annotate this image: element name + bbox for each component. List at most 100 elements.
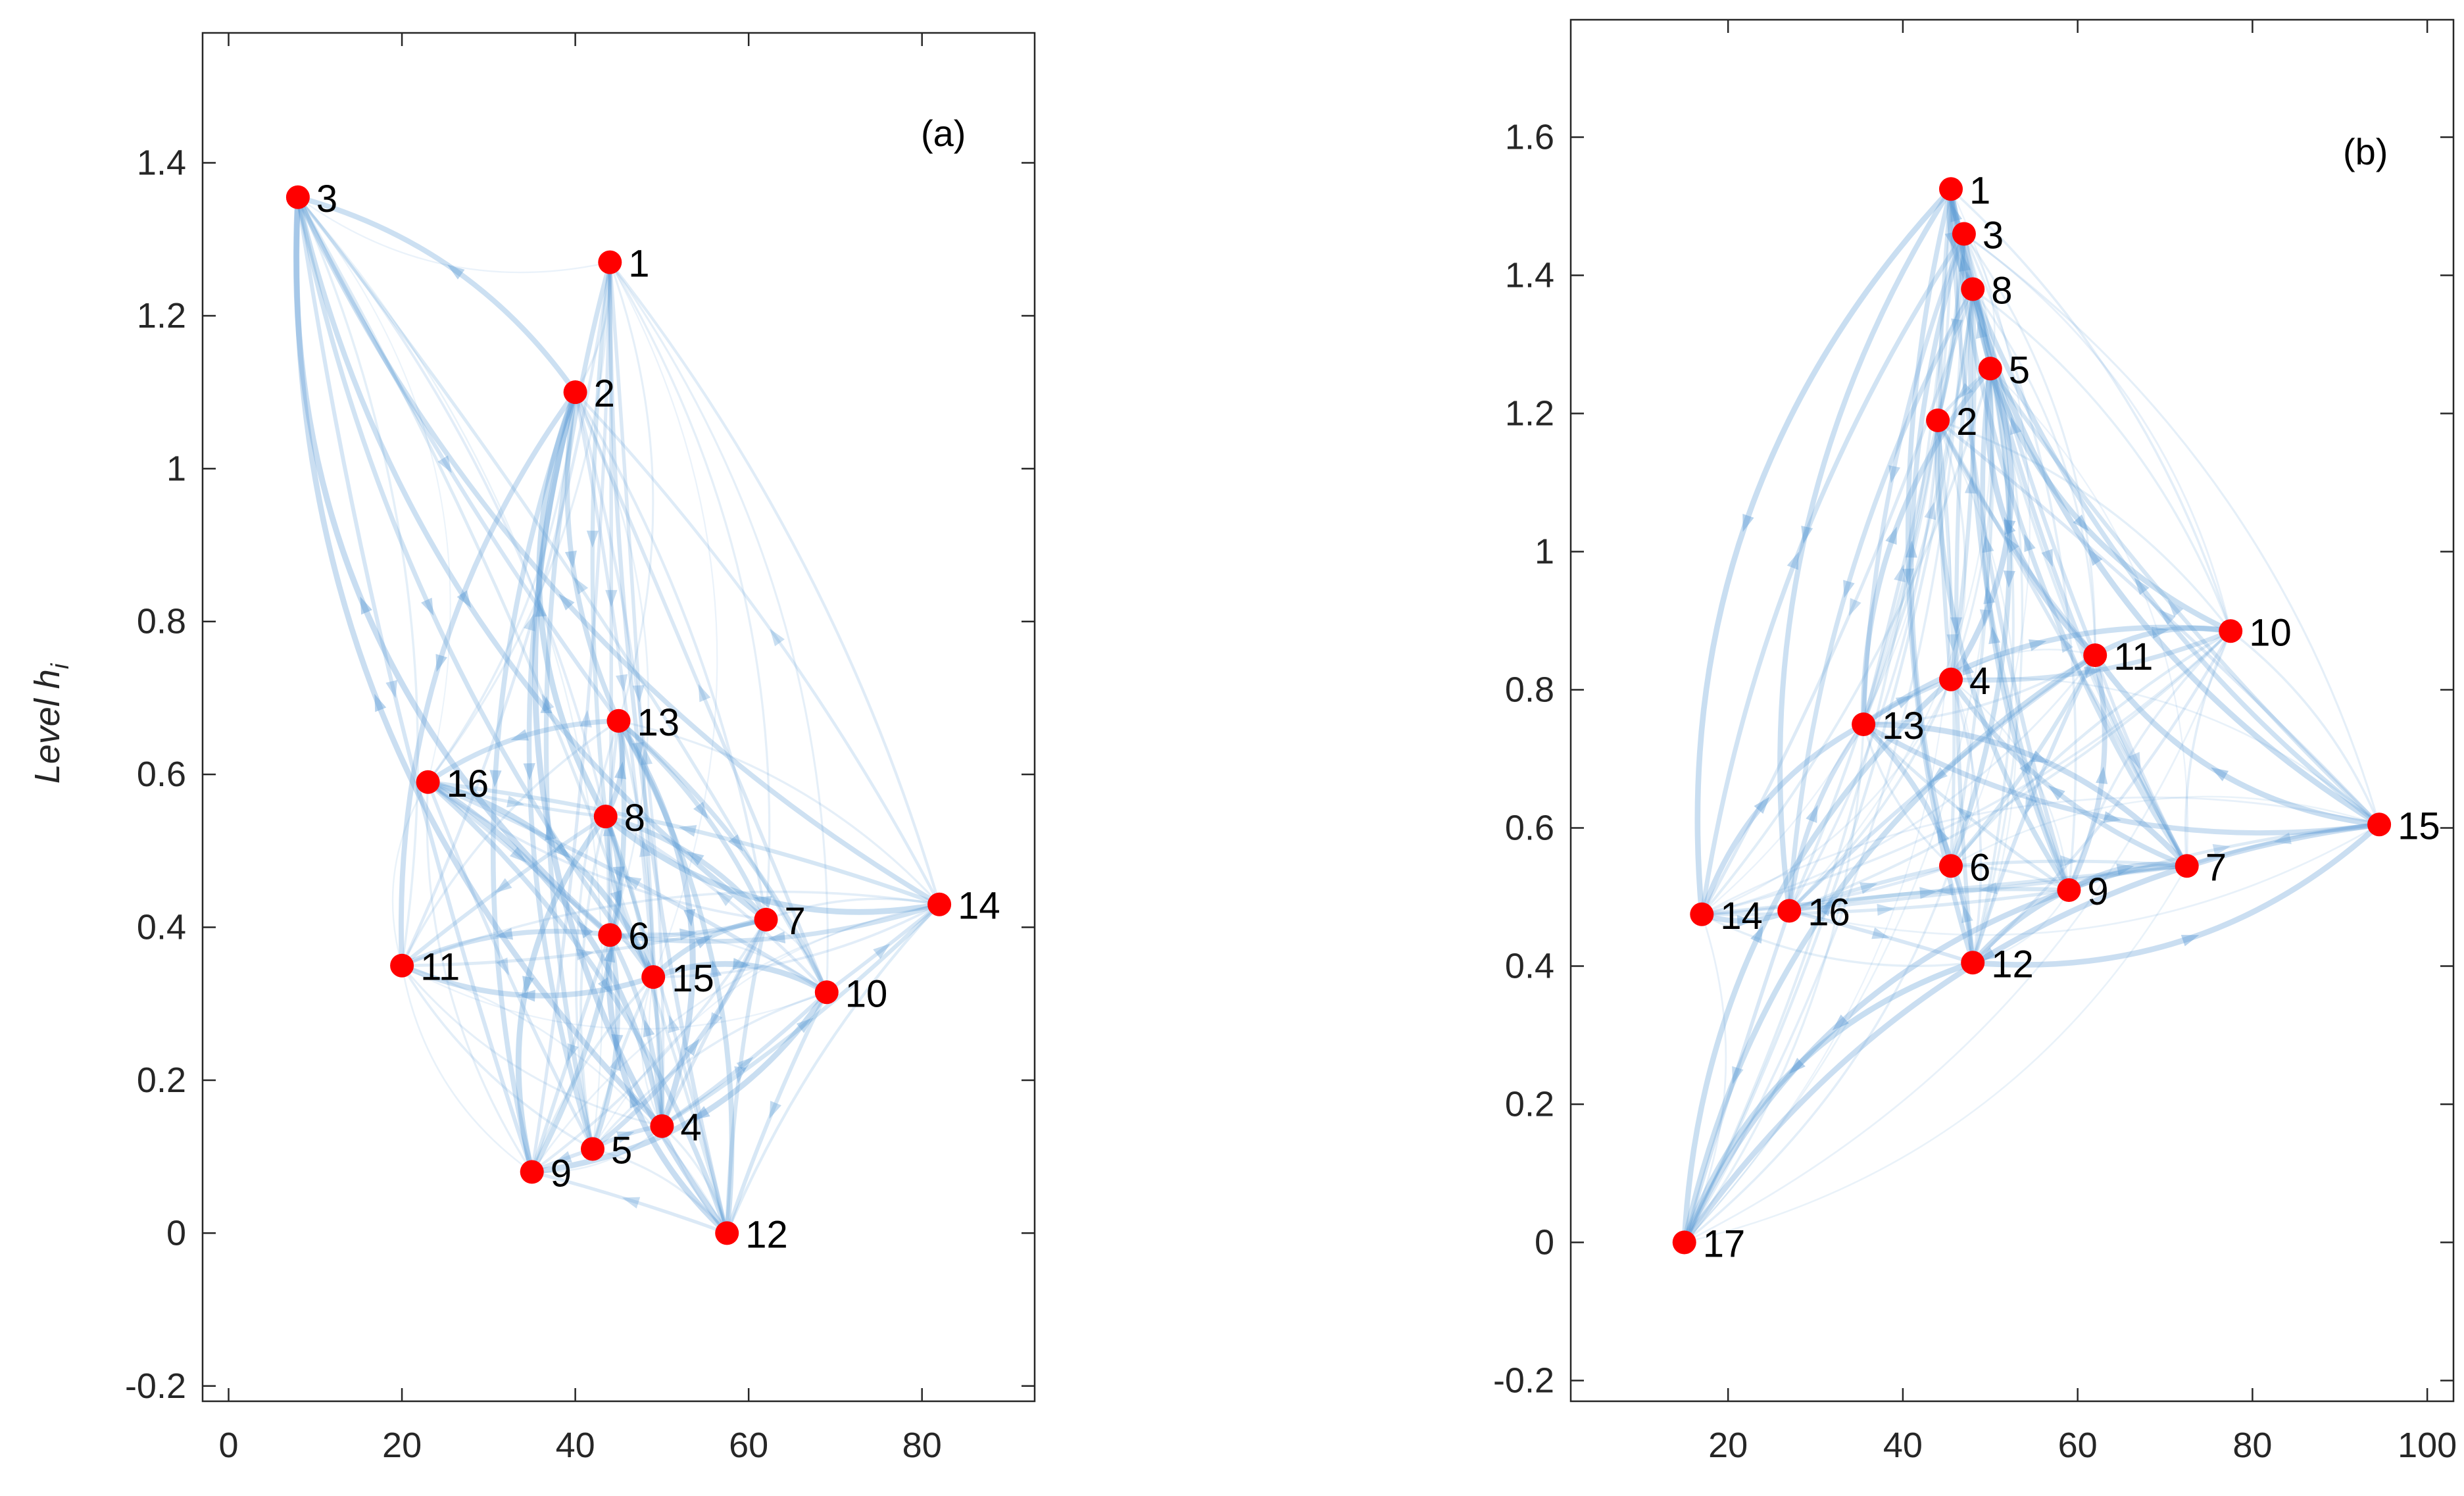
panel-b-edge-2-6: [1936, 418, 1956, 868]
panel-b-node-8: [1961, 277, 1985, 301]
panel-b-edge-16-17: [1682, 909, 1791, 1245]
panel-a-edge-5-6: [590, 932, 620, 1152]
panel-a-node-11: [390, 953, 414, 978]
panel-b-edge-arrow-7-14: [1936, 884, 1954, 896]
panel-b-edge-9-10: [2067, 630, 2232, 891]
panel-b-edge-5-10: [1987, 366, 2234, 634]
panel-a-edge-arrow-12-16: [597, 977, 612, 995]
panel-b-node-label-7: 7: [2205, 846, 2227, 889]
panel-a-edge-5-16: [426, 780, 595, 1151]
panel-b-edge-9-14: [1700, 888, 2071, 916]
panel-b-edge-arrow-14-16: [1737, 915, 1755, 928]
panel-a-edge-arrow-14-16: [678, 825, 697, 837]
panel-b-edge-6-7: [1949, 859, 2189, 868]
panel-b-edge-arrow-1-15: [2088, 548, 2103, 566]
panel-b-node-label-15: 15: [2398, 805, 2440, 847]
panel-b-edge-9-13: [1861, 722, 2071, 892]
panel-b-node-16: [1777, 899, 1802, 923]
panel-b-edge-4-9: [1950, 678, 2070, 891]
panel-b-node-label-14: 14: [1720, 895, 1763, 937]
panel-a-edge-10-13: [616, 718, 829, 995]
panel-a-edge-3-10: [296, 195, 829, 994]
panel-b-node-label-10: 10: [2249, 611, 2292, 654]
panel-b-edge-4-6: [1950, 678, 1973, 867]
panel-a-edge-arrow-7-15: [695, 935, 713, 949]
panel-a-edge-arrow-2-10: [698, 684, 711, 703]
panel-a-edge-8-16: [426, 780, 608, 818]
panel-b-xtick-label: 100: [2398, 1426, 2457, 1465]
panel-a-edge-arrow-5-15: [609, 1053, 621, 1072]
panel-b-node-label-17: 17: [1703, 1223, 1746, 1266]
panel-a-edge-1-4: [608, 260, 664, 1128]
panel-a-edge-2-14: [574, 390, 941, 906]
panel-b-edge-arrow-13-16: [1806, 805, 1818, 823]
panel-b-edge-12-14: [1700, 913, 1974, 967]
panel-b-edge-arrow-3-8: [1959, 253, 1971, 272]
panel-b-edge-arrow-7-13: [2031, 750, 2049, 763]
panel-b-edge-3-17: [1683, 232, 1965, 1244]
panel-b-node-label-16: 16: [1808, 891, 1850, 934]
panel-a-edge-1-2: [574, 261, 612, 393]
panel-b-edge-10-15: [2229, 630, 2380, 826]
panel-b-edge-arrow-4-5: [2004, 519, 2016, 537]
panel-b-edge-11-15: [2092, 652, 2382, 828]
panel-a-edge-arrow-5-7: [684, 1038, 700, 1057]
panel-b-edge-11-14: [1700, 654, 2096, 916]
panel-a-ytick-label: 1.2: [137, 296, 186, 336]
panel-a-edge-8-12: [604, 814, 729, 1235]
panel-b-edge-1-8: [1946, 186, 1976, 292]
panel-b-edge-4-17: [1681, 676, 1954, 1245]
panel-b-edge-1-14: [1694, 186, 1954, 918]
panel-b-edge-2-7: [1936, 418, 2189, 868]
panel-a-node-label-14: 14: [958, 885, 1000, 928]
panel-a-node-4: [650, 1114, 674, 1138]
panel-a-edge-9-11: [401, 964, 533, 1173]
panel-b-edge-8-10: [1971, 287, 2232, 632]
panel-b-edge-arrow-12-13: [1936, 825, 1950, 844]
panel-b-ytick-label: -0.2: [1493, 1361, 1554, 1401]
panel-a-edge-arrow-6-14: [768, 931, 786, 943]
panel-a-edge-4-7: [660, 918, 768, 1128]
panel-b-edge-arrow-2-5: [1956, 383, 1973, 399]
panel-b-edge-arrow-6-12: [1961, 905, 1973, 924]
panel-b-edge-5-6: [1949, 366, 1994, 868]
panel-a-edge-6-14: [607, 902, 942, 944]
panel-b-edge-arrow-5-10: [2073, 514, 2089, 532]
panel-b-edge-arrow-11-17: [1818, 899, 1833, 916]
panel-a-edge-8-15: [603, 814, 656, 980]
panel-a-edges: [293, 194, 943, 1236]
panel-a-edge-arrow-3-4: [374, 693, 387, 712]
panel-b-edge-4-14: [1700, 678, 1952, 916]
panel-b-edge-3-16: [1788, 232, 1966, 912]
panel-b-edge-arrow-9-16: [1919, 887, 1937, 899]
panel-a-node-8: [593, 805, 618, 829]
panel-b-node-9: [2057, 878, 2081, 902]
panel-a-edge-3-11: [297, 196, 419, 967]
panel-b-ytick-label: 1: [1535, 532, 1554, 572]
panel-b-edge-arrow-4-7: [2048, 785, 2065, 801]
panel-b-edge-arrow-5-15: [2167, 599, 2184, 617]
panel-a-edge-9-14: [531, 903, 941, 1173]
panel-a-edge-1-8: [590, 260, 612, 819]
panel-b-edge-2-14: [1701, 419, 1939, 915]
panel-a-edge-4-10: [660, 990, 829, 1128]
panel-b-edge-arrow-9-13: [1956, 807, 1973, 822]
panel-b-edge-8-15: [1970, 286, 2382, 827]
panel-a-edge-2-12: [532, 389, 730, 1236]
panel-a-edge-1-13: [608, 261, 654, 722]
panel-b-edge-8-12: [1954, 287, 1975, 965]
panel-a-edge-3-14: [295, 195, 942, 907]
panel-a-xtick-label: 0: [219, 1426, 239, 1465]
panel-a-edge-7-9: [530, 918, 768, 1174]
panel-a-edge-arrow-10-14: [873, 943, 891, 959]
panel-b-edge-3-13: [1861, 232, 1967, 727]
panel-b-node-3: [1952, 222, 1976, 246]
panel-b-edge-1-12: [1905, 186, 1975, 965]
panel-a-edge-8-9: [515, 813, 609, 1175]
panel-b-node-label-1: 1: [1969, 169, 1990, 212]
panel-b-node-label-5: 5: [2009, 349, 2030, 391]
panel-b-edge-arrow-2-9: [1962, 657, 1975, 676]
panel-b-edge-3-15: [1963, 232, 2380, 826]
panel-b-edge-5-13: [1861, 366, 1993, 728]
panel-a-edge-3-12: [296, 195, 729, 1235]
